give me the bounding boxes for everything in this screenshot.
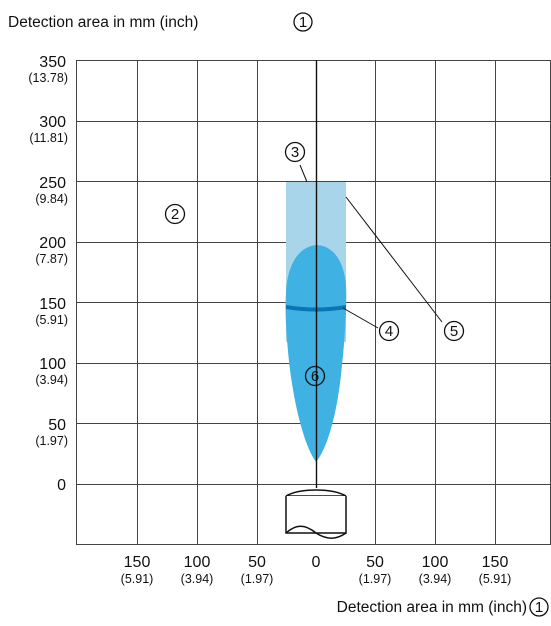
callout-circles	[164, 12, 549, 617]
leader-lines	[299, 164, 443, 329]
leader-field-mid	[342, 307, 379, 329]
top-axis-title: Detection area in mm (inch)	[8, 14, 198, 31]
y-tick-label: 150	[39, 296, 66, 313]
callout-number-field-mid: 4	[385, 323, 393, 340]
leader-field-top	[299, 164, 308, 183]
y-tick-inch: (1.97)	[35, 434, 68, 448]
y-tick-inch: (3.94)	[35, 373, 68, 387]
y-tick-inch: (11.81)	[29, 131, 68, 145]
y-tick-label: 50	[48, 417, 66, 434]
callout-number-field-top: 3	[291, 144, 299, 161]
y-tick-label: 300	[39, 114, 66, 131]
x-tick-label: 150	[124, 554, 151, 571]
x-tick-label: 150	[482, 554, 509, 571]
y-tick-label: 200	[39, 235, 66, 252]
bottom-axis-title: Detection area in mm (inch)	[337, 599, 527, 616]
x-tick-label: 100	[422, 554, 449, 571]
leader-field-edge	[345, 196, 443, 323]
callout-number-field-core: 6	[311, 368, 319, 385]
x-tick-inch: (3.94)	[419, 572, 452, 586]
y-tick-inch: (9.84)	[35, 192, 68, 206]
x-tick-inch: (1.97)	[359, 572, 392, 586]
callout-number-area: 2	[171, 206, 179, 223]
x-tick-inch: (5.91)	[479, 572, 512, 586]
callout-number-axis-bottom: 1	[535, 599, 543, 616]
callout-circle-field-edge	[443, 320, 465, 342]
y-tick-label: 250	[39, 175, 66, 192]
y-tick-label: 0	[57, 477, 66, 494]
callout-circle-field-top	[284, 141, 306, 163]
x-tick-inch: (3.94)	[181, 572, 214, 586]
y-tick-label: 100	[39, 356, 66, 373]
x-tick-inch: (5.91)	[121, 572, 154, 586]
callout-circle-area	[164, 203, 186, 225]
x-tick-label: 50	[248, 554, 266, 571]
callout-circle-axis-bottom	[529, 597, 549, 617]
x-tick-label: 0	[312, 554, 321, 571]
callout-circle-axis-top	[293, 12, 313, 32]
y-tick-label: 350	[39, 54, 66, 71]
y-tick-inch: (7.87)	[35, 252, 68, 266]
callout-circle-field-core	[304, 365, 326, 387]
x-tick-label: 50	[366, 554, 384, 571]
y-tick-inch: (13.78)	[28, 71, 68, 85]
callout-circle-field-mid	[378, 320, 400, 342]
callout-number-field-edge: 5	[450, 323, 458, 340]
sensor-head-icon	[285, 489, 347, 539]
x-tick-inch: (1.97)	[241, 572, 274, 586]
y-tick-inch: (5.91)	[35, 313, 68, 327]
x-tick-label: 100	[184, 554, 211, 571]
callout-number-axis-top: 1	[299, 14, 307, 31]
